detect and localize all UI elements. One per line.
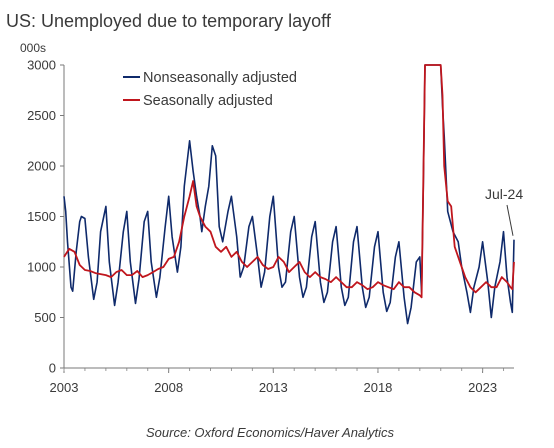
legend-item-nsa: Nonseasonally adjusted: [123, 70, 297, 86]
y-unit-label: 000s: [20, 41, 46, 55]
y-tick-label: 500: [34, 310, 56, 325]
legend: Nonseasonally adjusted Seasonally adjust…: [123, 70, 297, 109]
y-tick-label: 0: [49, 361, 56, 376]
x-tick-label: 2023: [468, 380, 497, 395]
y-tick-label: 1000: [27, 260, 56, 275]
series-line-seasonally-adjusted: [63, 64, 515, 299]
series-layer: [63, 64, 515, 325]
annotation-label: Jul-24: [485, 186, 523, 202]
source-note: Source: Oxford Economics/Haver Analytics: [146, 425, 395, 440]
annotation-leader-line: [506, 204, 514, 236]
legend-label-nsa: Nonseasonally adjusted: [143, 70, 297, 86]
legend-item-sa: Seasonally adjusted: [123, 93, 273, 109]
y-tick-label: 2500: [27, 108, 56, 123]
x-tick-label: 2018: [363, 380, 392, 395]
x-tick-label: 2013: [259, 380, 288, 395]
x-axis: 2003 2008 2013 2018 2023: [50, 368, 505, 395]
y-tick-label: 2000: [27, 159, 56, 174]
y-axis: 0 500 1000 1500 2000 2500 3000: [27, 58, 64, 376]
x-tick-label: 2003: [50, 380, 79, 395]
y-tick-label: 1500: [27, 209, 56, 224]
y-tick-label: 3000: [27, 58, 56, 73]
chart-title: US: Unemployed due to temporary layoff: [6, 11, 332, 31]
legend-label-sa: Seasonally adjusted: [143, 93, 273, 109]
x-tick-label: 2008: [154, 380, 183, 395]
